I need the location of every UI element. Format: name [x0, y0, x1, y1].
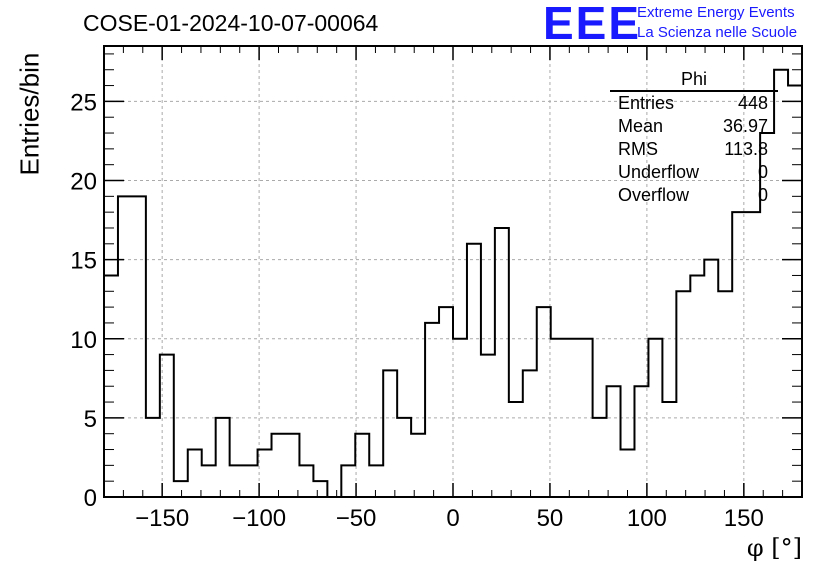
stats-label: Entries	[618, 93, 675, 113]
axis-tick-labels: −150 −100 −50 0 50 100 150 0 5 10 15 20 25	[70, 89, 764, 532]
y-tick-label: 0	[84, 485, 97, 512]
x-axis-label: φ [°]	[746, 534, 802, 562]
stats-row: Overflow 0	[610, 184, 778, 207]
stats-row: RMS 113.8	[610, 138, 778, 161]
stats-title: Phi	[610, 68, 778, 92]
x-tick-label: −100	[232, 505, 286, 532]
stats-value: 113.8	[724, 139, 768, 159]
stats-value: 0	[757, 162, 768, 182]
y-tick-label: 10	[70, 327, 97, 354]
axis-ticks	[104, 46, 802, 498]
stats-row: Entries 448	[610, 92, 778, 115]
y-tick-label: 15	[70, 248, 97, 275]
stats-value: 448	[737, 93, 768, 113]
y-tick-label: 25	[70, 89, 97, 116]
x-tick-label: 0	[446, 505, 459, 532]
y-tick-label: 20	[70, 169, 97, 196]
logo-line-2: La Scienza nelle Scuole	[637, 24, 798, 41]
y-tick-label: 5	[84, 406, 97, 433]
stats-value: 0	[757, 185, 768, 205]
stats-label: Mean	[618, 116, 664, 136]
logo-line-1: Extreme Energy Events	[637, 4, 795, 21]
stats-label: Overflow	[618, 185, 690, 205]
stats-box: Phi Entries 448 Mean 36.97 RMS 113.8 Underf…	[610, 68, 778, 207]
histogram-line	[104, 68, 802, 498]
y-axis-label: Entries/bin	[14, 52, 45, 176]
x-tick-label: −150	[135, 505, 189, 532]
chart-title: COSE-01-2024-10-07-00064	[83, 10, 379, 36]
x-tick-label: 100	[627, 505, 667, 532]
stats-label: RMS	[618, 139, 658, 159]
stats-label: Underflow	[618, 162, 700, 182]
stats-value: 36.97	[722, 116, 768, 136]
x-tick-label: −50	[336, 505, 377, 532]
x-tick-label: 50	[537, 505, 564, 532]
stats-row: Underflow 0	[610, 161, 778, 184]
x-tick-label: 150	[724, 505, 764, 532]
eee-logo: EEE	[543, 0, 642, 49]
stats-row: Mean 36.97	[610, 115, 778, 138]
